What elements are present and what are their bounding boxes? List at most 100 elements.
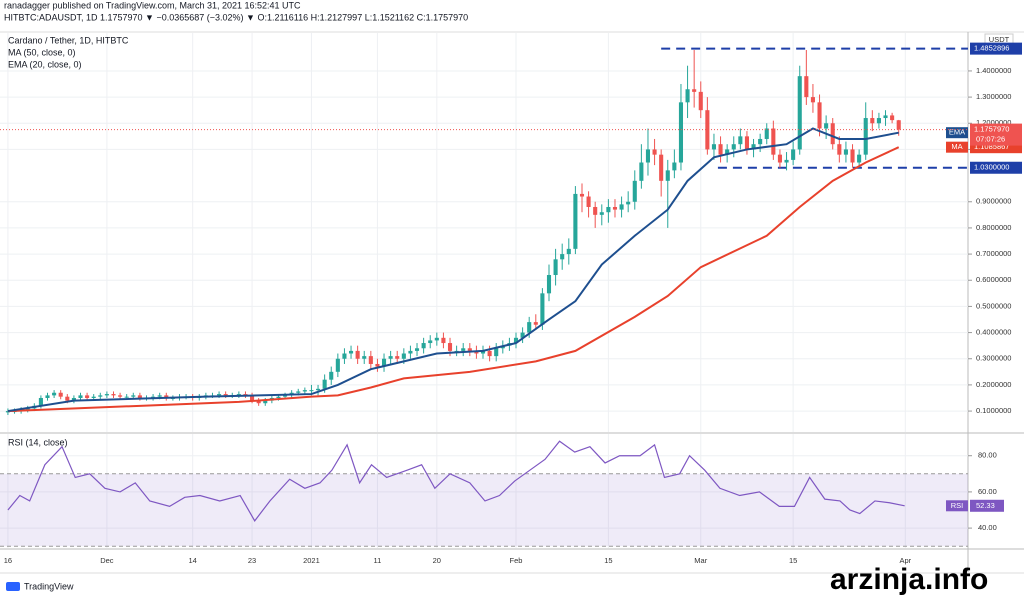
ma-line (7, 146, 900, 413)
rsi-title: RSI (14, close) (8, 437, 68, 447)
y-tick-label: 0.9000000 (976, 197, 1011, 206)
candle-body (685, 89, 690, 103)
candle-body (758, 138, 763, 145)
level-label-box (970, 161, 1022, 174)
ma-line (7, 127, 899, 413)
candle-body (362, 356, 367, 359)
candle-body (388, 356, 393, 359)
candle-body (573, 193, 578, 249)
candle-body (45, 395, 50, 398)
candle-body (784, 159, 789, 163)
candle-body (157, 395, 162, 397)
candle-body (705, 110, 710, 150)
candle-body (309, 390, 314, 392)
candle-body (843, 149, 848, 155)
ma-tag-box (946, 141, 968, 153)
candle-body (890, 115, 895, 121)
candle-body (494, 348, 499, 357)
candle-body (329, 371, 334, 380)
chart-title: Cardano / Tether, 1D, HITBTC (8, 35, 129, 45)
candle-body (652, 149, 657, 155)
price-box (970, 123, 1022, 146)
y-tick-label: 0.4000000 (976, 328, 1011, 337)
candle-body (659, 154, 664, 181)
countdown: 07:07:26 (976, 135, 1005, 144)
rsi-tick-label: 80.00 (978, 451, 997, 460)
candle-body (876, 118, 881, 124)
symbol-line: HITBTC:ADAUSDT, 1D 1.1757970 ▼ −0.036568… (4, 12, 468, 22)
candle-body (461, 348, 466, 351)
candle-body (414, 348, 420, 351)
candle-body (560, 254, 565, 260)
candle-body (606, 206, 611, 213)
y-tick-label: 0.5000000 (976, 301, 1011, 310)
y-tick-label: 0.6000000 (976, 275, 1011, 284)
candle-body (447, 343, 453, 351)
candle-body (837, 144, 842, 155)
candle-body (25, 408, 30, 410)
x-tick-label: Apr (899, 556, 911, 565)
rsi-line (7, 440, 905, 522)
x-tick-label: 23 (248, 556, 256, 565)
candle-body (217, 394, 222, 396)
candle-body (731, 144, 736, 150)
candle-body (164, 395, 169, 398)
candle-body (236, 394, 241, 396)
x-tick-label: 11 (374, 556, 382, 565)
ma-value: 1.1085867 (974, 142, 1009, 151)
x-tick-label: 16 (4, 556, 12, 565)
candle-body (645, 149, 651, 163)
watermark: arzinja.info (830, 563, 988, 596)
candle-body (764, 128, 769, 139)
candle-body (883, 115, 888, 119)
candle-body (65, 396, 70, 401)
rsi-tag-box (946, 500, 968, 512)
y-tick-label: 1.2000000 (976, 118, 1011, 127)
candle-body (520, 332, 525, 338)
candle-body (612, 206, 618, 210)
price-label: 1.1757970 (974, 125, 1009, 134)
brand: TradingView (6, 581, 74, 591)
candle-body (711, 144, 717, 150)
level-label-box (970, 42, 1022, 55)
candle-body (98, 395, 103, 397)
x-tick-label: 2021 (303, 556, 320, 565)
candle-body (527, 322, 532, 333)
candle-body (725, 149, 730, 155)
candle-body (78, 395, 83, 398)
rsi-tag: RSI (951, 501, 964, 510)
x-tick-label: 20 (433, 556, 441, 565)
candle-body (824, 123, 829, 129)
candle-body (540, 293, 545, 325)
candle-body (791, 149, 796, 160)
candle-body (487, 350, 492, 357)
rsi-value: 52.33 (976, 501, 995, 510)
candle-body (408, 350, 413, 354)
rsi-tick-label: 60.00 (978, 487, 997, 496)
candle-body (428, 340, 433, 344)
candle-body (692, 89, 697, 92)
candle-body (137, 395, 142, 398)
rsi-tick-label: 40.00 (978, 523, 997, 532)
candle-body (771, 128, 776, 155)
candle-body (71, 397, 76, 401)
candle-body (870, 118, 875, 124)
x-tick-label: Dec (100, 556, 114, 565)
rsi-band (0, 473, 968, 547)
x-tick-label: 15 (604, 556, 612, 565)
y-tick-label: 0.7000000 (976, 249, 1011, 258)
candle-body (513, 337, 519, 344)
candle-body (665, 170, 670, 181)
candle-body (223, 394, 228, 396)
candle-body (38, 397, 43, 406)
candle-body (302, 390, 307, 392)
candle-body (817, 102, 822, 129)
candle-body (863, 118, 868, 155)
ma-tag-box (946, 127, 968, 139)
candle-body (111, 394, 116, 396)
candle-body (599, 212, 604, 215)
candle-body (316, 388, 321, 391)
candle-body (256, 400, 261, 404)
